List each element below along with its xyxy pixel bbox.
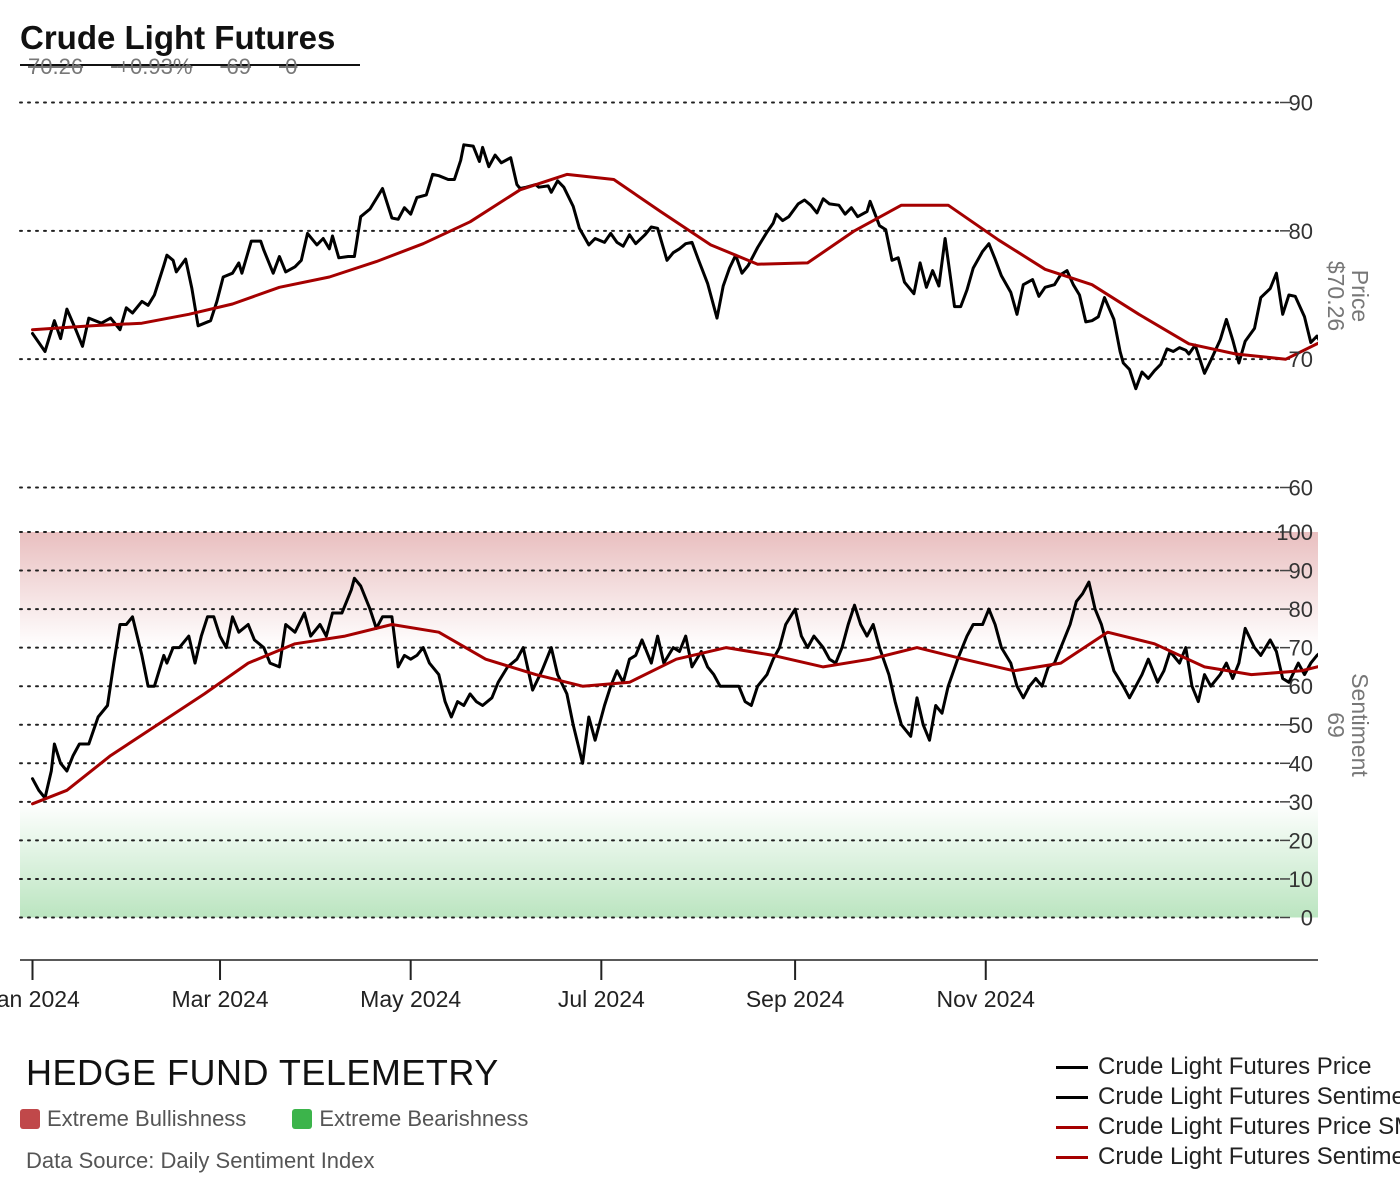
sentiment-series-1 xyxy=(31,623,1318,806)
x-tick-label: May 2024 xyxy=(360,986,461,1012)
bearish-label: Extreme Bearishness xyxy=(319,1106,529,1131)
zone-key-bearish: Extreme Bearishness xyxy=(292,1106,528,1132)
y-tick-labels: 60 70 80 90 0 10 20 30 40 50 60 70 80 90 100 xyxy=(1276,91,1313,931)
stat-price: 70.26 xyxy=(28,54,84,79)
sentiment-y-tick-label: 70 xyxy=(1289,636,1313,661)
stat-change: +0.93% xyxy=(117,54,193,79)
price-axis-title: Price xyxy=(1347,270,1373,322)
sentiment-y-tick-label: 10 xyxy=(1289,867,1313,892)
extreme-bearish-band xyxy=(20,801,1318,918)
sentiment-y-tick-label: 90 xyxy=(1289,559,1313,584)
price-y-tick-label: 90 xyxy=(1289,91,1313,116)
sentiment-y-tick-label: 80 xyxy=(1289,597,1313,622)
price-y-tick-label: 70 xyxy=(1289,347,1313,372)
sentiment-y-tick-label: 100 xyxy=(1276,520,1313,545)
sentiment-series-0 xyxy=(31,576,1318,800)
extreme-bullish-band xyxy=(20,532,1318,648)
price-series-1 xyxy=(31,172,1318,361)
stat-sentiment: 69 xyxy=(226,54,252,79)
header-stats: 70.26 +0.93% 69 0 xyxy=(28,54,325,80)
x-tick-label: Jul 2024 xyxy=(558,986,645,1012)
price-y-tick-label: 60 xyxy=(1289,476,1313,501)
gridlines xyxy=(19,101,1290,919)
zone-key-bullish: Extreme Bullishness xyxy=(20,1106,246,1132)
legend-label: Crude Light Futures Price SMA xyxy=(1098,1113,1400,1140)
series-lines xyxy=(31,143,1318,806)
price-series-0 xyxy=(31,143,1318,391)
sentiment-y-tick-label: 0 xyxy=(1301,906,1313,931)
legend-line-icon xyxy=(1056,1155,1088,1159)
data-source: Data Source: Daily Sentiment Index xyxy=(26,1148,375,1173)
legend-label: Crude Light Futures Sentiment SMA xyxy=(1098,1143,1400,1170)
zone-key: Extreme Bullishness Extreme Bearishness xyxy=(20,1106,528,1132)
x-tick-label: Sep 2024 xyxy=(746,986,845,1012)
brand-name: HEDGE FUND TELEMETRY xyxy=(26,1052,499,1093)
x-tick-label: Jan 2024 xyxy=(0,986,80,1012)
legend-line-icon xyxy=(1056,1125,1088,1129)
sentiment-y-tick-label: 30 xyxy=(1289,790,1313,815)
price-axis-label: Price$70.26 xyxy=(1323,261,1373,331)
sentiment-y-tick-label: 60 xyxy=(1289,674,1313,699)
legend-item-price[interactable]: Crude Light Futures Price xyxy=(1056,1052,1400,1082)
price-last-value: $70.26 xyxy=(1323,261,1349,331)
legend-line-icon xyxy=(1056,1065,1088,1069)
sentiment-y-tick-label: 20 xyxy=(1289,828,1313,853)
stat-extra: 0 xyxy=(285,54,298,79)
title-underline xyxy=(20,64,360,66)
x-tick-label: Mar 2024 xyxy=(171,986,268,1012)
legend-label: Crude Light Futures Price xyxy=(1098,1053,1372,1080)
legend-item-price-sma[interactable]: Crude Light Futures Price SMA xyxy=(1056,1112,1400,1142)
price-y-tick-label: 80 xyxy=(1289,219,1313,244)
x-axis: Jan 2024 Mar 2024 May 2024 Jul 2024 Sep 2024… xyxy=(0,959,1318,1012)
sentiment-y-tick-label: 50 xyxy=(1289,713,1313,738)
sentiment-axis-title: Sentiment xyxy=(1347,673,1373,777)
sentiment-last-value: 69 xyxy=(1323,712,1349,738)
bearish-swatch xyxy=(292,1109,313,1129)
bullish-label: Extreme Bullishness xyxy=(47,1106,247,1131)
chart-title: Crude Light Futures xyxy=(20,19,336,56)
legend-item-sentiment-sma[interactable]: Crude Light Futures Sentiment SMA xyxy=(1056,1142,1400,1172)
title-block: Crude Light Futures xyxy=(20,18,335,58)
x-tick-label: Nov 2024 xyxy=(937,986,1036,1012)
legend-label: Crude Light Futures Sentiment xyxy=(1098,1083,1400,1110)
legend-line-icon xyxy=(1056,1095,1088,1099)
legend-item-sentiment[interactable]: Crude Light Futures Sentiment xyxy=(1056,1082,1400,1112)
bullish-swatch xyxy=(20,1109,40,1129)
legend: Crude Light Futures Price Crude Light Fu… xyxy=(1056,1052,1400,1172)
sentiment-y-tick-label: 40 xyxy=(1289,751,1313,776)
